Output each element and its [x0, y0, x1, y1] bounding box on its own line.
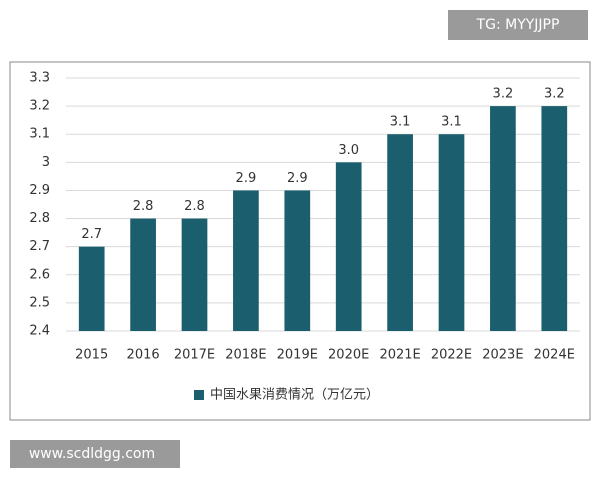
data-label: 2.8	[133, 199, 154, 214]
data-label: 3.1	[441, 115, 462, 130]
watermark: www.scdldgg.com	[29, 446, 155, 462]
watermark-box	[10, 440, 180, 468]
data-label: 2.8	[184, 199, 205, 214]
bar	[335, 162, 362, 331]
y-tick-label: 2.9	[29, 183, 50, 198]
y-tick-label: 3.1	[29, 127, 50, 142]
y-tick-label: 2.8	[29, 211, 50, 226]
data-label: 3.0	[338, 143, 359, 158]
legend-label: 中国水果消费情况（万亿元）	[210, 388, 379, 403]
bar	[541, 106, 568, 331]
data-label: 2.9	[236, 171, 257, 186]
x-tick-label: 2023E	[482, 348, 523, 363]
x-tick-label: 2018E	[225, 348, 266, 363]
watermark-box	[448, 10, 588, 40]
y-tick-label: 2.4	[29, 324, 50, 339]
x-tick-label: 2019E	[277, 348, 318, 363]
bar	[387, 134, 413, 331]
x-tick-label: 2021E	[379, 348, 420, 363]
data-label: 3.1	[390, 115, 411, 130]
x-tick-label: 2015	[75, 348, 108, 363]
bar	[438, 134, 465, 331]
bar	[233, 190, 259, 331]
watermark: TG: MYYJJPP	[476, 17, 560, 33]
y-tick-label: 3.2	[29, 99, 50, 114]
bar	[130, 218, 156, 331]
y-tick-label: 3	[42, 155, 50, 170]
y-tick-label: 2.7	[29, 239, 50, 254]
bar	[490, 106, 516, 331]
x-tick-label: 2016	[127, 348, 160, 363]
y-tick-label: 2.6	[29, 267, 50, 282]
bar	[181, 218, 208, 331]
x-tick-label: 2022E	[431, 348, 472, 363]
legend-swatch	[194, 390, 204, 400]
bar	[284, 190, 311, 331]
y-tick-label: 3.3	[29, 71, 50, 86]
bar	[78, 246, 105, 331]
data-label: 3.2	[493, 87, 514, 102]
data-label: 3.2	[544, 87, 565, 102]
data-label: 2.9	[287, 171, 308, 186]
y-tick-label: 2.5	[29, 295, 50, 310]
x-tick-label: 2024E	[534, 348, 575, 363]
data-label: 2.7	[81, 227, 102, 242]
x-tick-label: 2020E	[328, 348, 369, 363]
x-tick-label: 2017E	[174, 348, 215, 363]
